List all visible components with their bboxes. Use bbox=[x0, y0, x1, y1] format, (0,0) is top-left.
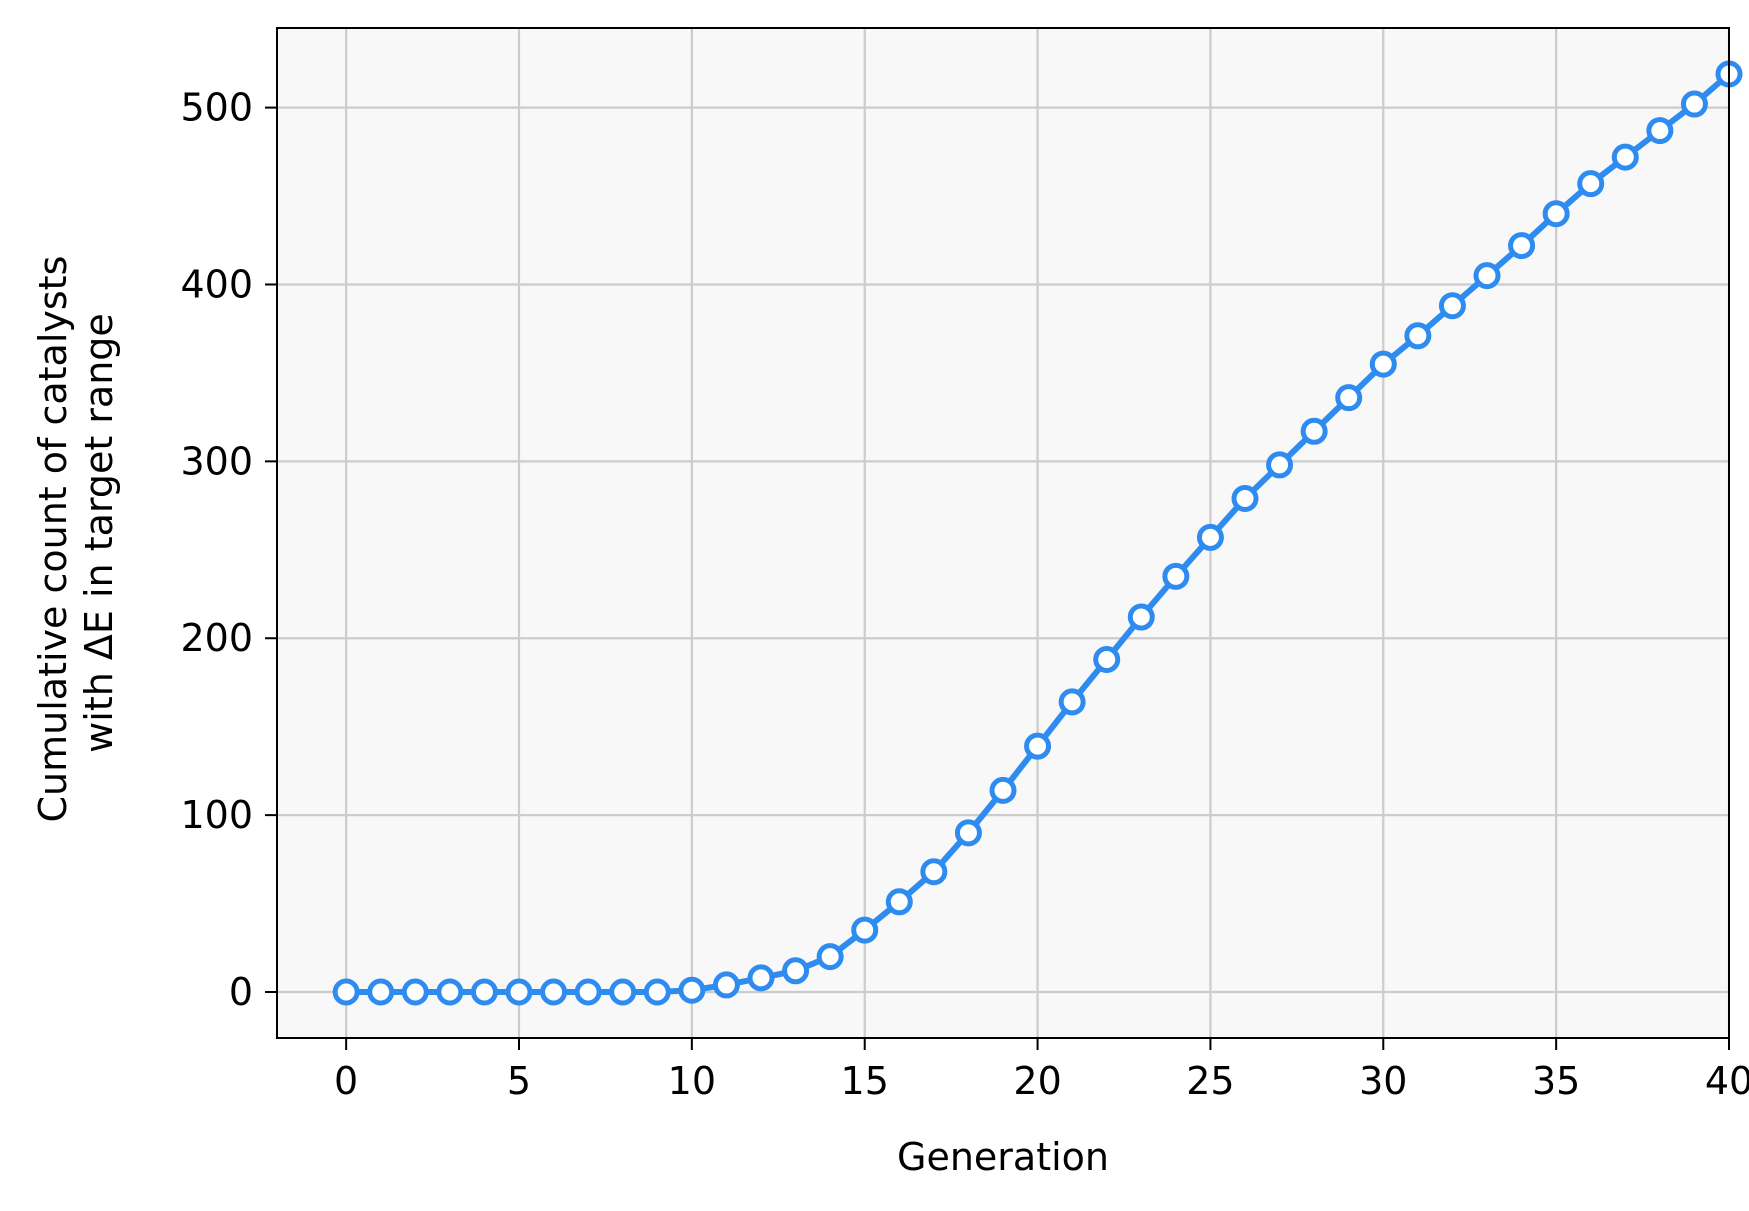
data-point bbox=[436, 978, 464, 1006]
data-point bbox=[1438, 292, 1466, 320]
data-point bbox=[332, 978, 360, 1006]
data-point bbox=[851, 916, 879, 944]
y-tick-label: 500 bbox=[180, 86, 253, 130]
data-point bbox=[540, 978, 568, 1006]
data-point bbox=[1024, 732, 1052, 760]
data-point bbox=[1058, 688, 1086, 716]
data-point bbox=[954, 819, 982, 847]
data-point bbox=[1127, 603, 1155, 631]
data-point bbox=[574, 978, 602, 1006]
data-point bbox=[712, 971, 740, 999]
x-tick-label: 10 bbox=[668, 1059, 716, 1103]
data-point bbox=[1542, 200, 1570, 228]
data-point bbox=[885, 888, 913, 916]
data-point bbox=[1404, 322, 1432, 350]
data-point bbox=[1577, 170, 1605, 198]
y-tick-label: 400 bbox=[180, 262, 253, 306]
x-axis-title: Generation bbox=[897, 1135, 1109, 1179]
data-point bbox=[1162, 562, 1190, 590]
data-point bbox=[401, 978, 429, 1006]
x-tick-label: 15 bbox=[841, 1059, 889, 1103]
data-point bbox=[609, 978, 637, 1006]
y-axis-title-line-2: with ΔE in target range bbox=[77, 313, 121, 753]
data-point bbox=[367, 978, 395, 1006]
x-tick-label: 30 bbox=[1359, 1059, 1407, 1103]
y-axis-title-line-1: Cumulative count of catalysts bbox=[31, 256, 75, 823]
data-point bbox=[989, 776, 1017, 804]
data-point bbox=[1473, 262, 1501, 290]
plot-background bbox=[277, 28, 1729, 1038]
data-point bbox=[747, 964, 775, 992]
data-point bbox=[1680, 90, 1708, 118]
y-tick-label: 100 bbox=[180, 793, 253, 837]
y-tick-label: 300 bbox=[180, 439, 253, 483]
data-point bbox=[505, 978, 533, 1006]
x-tick-label: 20 bbox=[1013, 1059, 1061, 1103]
x-tick-label: 5 bbox=[507, 1059, 531, 1103]
x-tick-label: 0 bbox=[334, 1059, 358, 1103]
data-point bbox=[1335, 384, 1363, 412]
x-tick-label: 40 bbox=[1705, 1059, 1749, 1103]
data-point bbox=[643, 978, 671, 1006]
data-point bbox=[1508, 232, 1536, 260]
data-point bbox=[1300, 417, 1328, 445]
data-point bbox=[782, 957, 810, 985]
data-point bbox=[1093, 645, 1121, 673]
series-layer bbox=[332, 60, 1743, 1006]
data-point bbox=[1611, 143, 1639, 171]
plot-frame bbox=[276, 27, 1730, 1039]
data-point bbox=[920, 858, 948, 886]
data-point bbox=[1646, 117, 1674, 145]
data-point bbox=[678, 976, 706, 1004]
data-point bbox=[1231, 485, 1259, 513]
data-point bbox=[1196, 523, 1224, 551]
data-point bbox=[816, 943, 844, 971]
data-point bbox=[1266, 451, 1294, 479]
y-tick-label: 200 bbox=[180, 616, 253, 660]
x-tick-label: 35 bbox=[1532, 1059, 1580, 1103]
y-tick-label: 0 bbox=[229, 970, 253, 1014]
y-axis-title: Cumulative count of catalysts with ΔE in… bbox=[31, 244, 121, 823]
data-point bbox=[470, 978, 498, 1006]
data-point bbox=[1369, 350, 1397, 378]
x-tick-label: 25 bbox=[1186, 1059, 1234, 1103]
